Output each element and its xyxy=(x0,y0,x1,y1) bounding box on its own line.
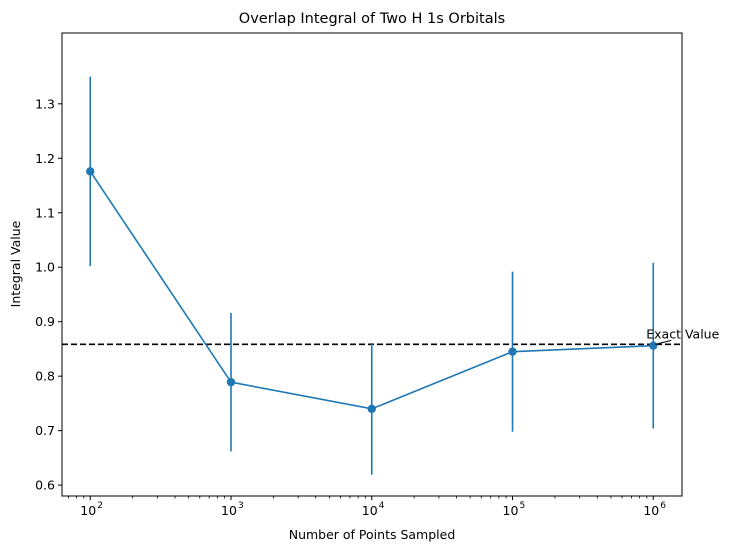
plot-area: 0.60.70.80.91.01.11.21.310 2 10 3 10 4 10 5 10 6E… xyxy=(35,32,720,518)
chart-title: Overlap Integral of Two H 1s Orbitals xyxy=(239,11,505,27)
y-tick-label: 0.7 xyxy=(35,423,55,438)
x-tick-exponent: 5 xyxy=(520,501,526,511)
y-tick-label: 0.9 xyxy=(35,314,55,329)
y-tick-label: 1.1 xyxy=(35,205,55,220)
y-tick-label: 1.2 xyxy=(35,151,55,166)
x-tick-exponent: 6 xyxy=(660,501,666,511)
data-point xyxy=(649,341,658,350)
y-tick-label: 1.0 xyxy=(35,260,55,275)
y-tick-label: 1.3 xyxy=(35,96,55,111)
y-tick-label: 0.8 xyxy=(35,369,55,384)
exact-value-annotation: Exact Value xyxy=(646,326,719,341)
x-tick-label: 10 xyxy=(643,503,659,518)
data-point xyxy=(86,167,95,176)
annotation-arrow xyxy=(655,339,672,345)
x-tick-label: 10 xyxy=(80,503,96,518)
y-tick-label: 0.6 xyxy=(35,478,55,493)
x-tick-label: 10 xyxy=(221,503,237,518)
x-tick-label: 10 xyxy=(503,503,519,518)
x-tick-exponent: 3 xyxy=(238,501,244,511)
x-tick-exponent: 4 xyxy=(379,501,385,511)
y-axis-label: Integral Value xyxy=(8,220,23,307)
x-axis-label: Number of Points Sampled xyxy=(289,527,456,542)
x-tick-exponent: 2 xyxy=(97,501,103,511)
x-tick-label: 10 xyxy=(362,503,378,518)
data-point xyxy=(226,377,236,387)
data-point xyxy=(508,347,517,356)
data-point xyxy=(367,404,376,414)
